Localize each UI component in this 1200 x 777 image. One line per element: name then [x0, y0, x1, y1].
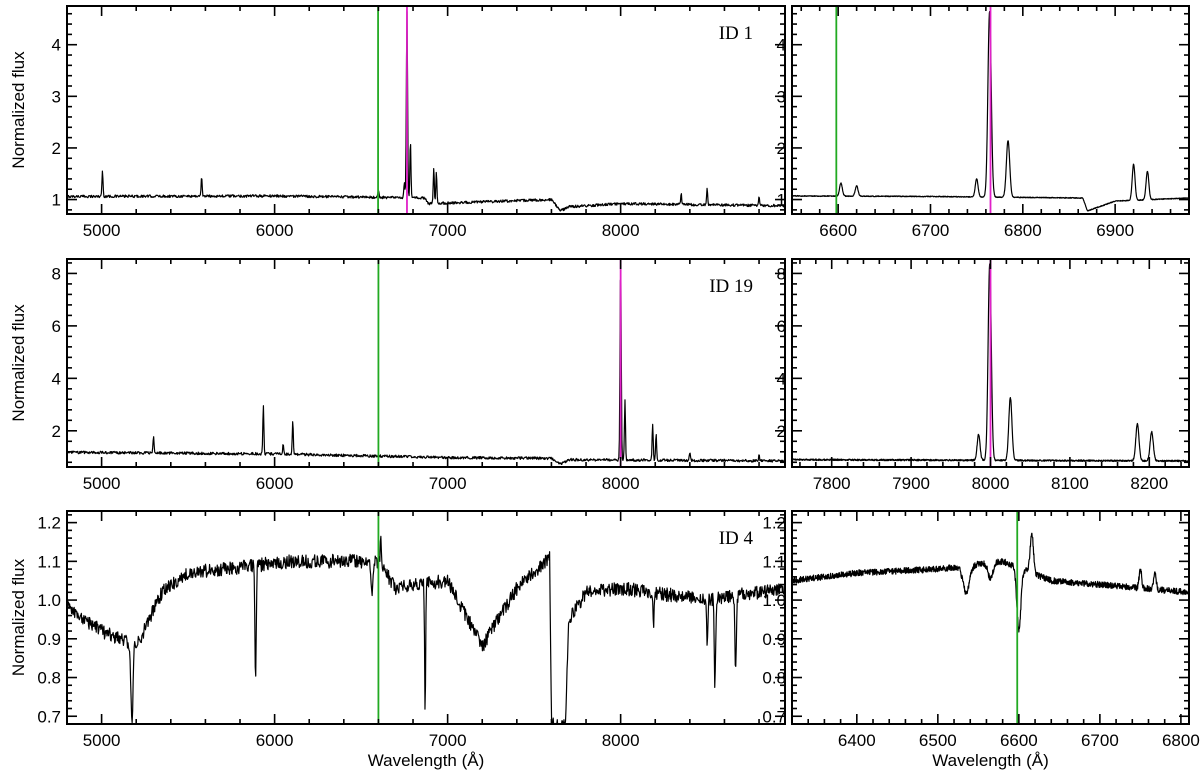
y-tick-label: 2 [777, 422, 786, 441]
y-tick-label: 4 [777, 36, 786, 55]
x-tick-label: 8000 [972, 474, 1010, 493]
x-tick-label: 6000 [256, 221, 294, 240]
y-tick-label: 0.9 [37, 630, 61, 649]
y-tick-label: 1.1 [762, 552, 786, 571]
spectrum-line [67, 535, 785, 724]
y-tick-label: 3 [777, 87, 786, 106]
x-tick-label: 6800 [1162, 731, 1200, 750]
plot-frame [66, 258, 786, 468]
plot-frame [66, 5, 786, 215]
x-tick-label: 6700 [912, 221, 950, 240]
x-tick-label: 8000 [602, 474, 640, 493]
y-tick-label: 4 [777, 369, 786, 388]
chart-panel-4: 7800 7900 8000 8100 8200 2 4 6 8 [777, 258, 1190, 493]
y-axis-title: Normalized flux [9, 558, 28, 676]
x-tick-label: 6900 [1096, 221, 1134, 240]
panel-id-label: ID 1 [719, 23, 753, 44]
x-tick-label: 7800 [813, 474, 851, 493]
y-tick-label: 0.8 [762, 669, 786, 688]
x-tick-label: 7000 [429, 474, 467, 493]
y-axis-title: Normalized flux [9, 304, 28, 422]
x-tick-label: 6000 [256, 731, 294, 750]
x-tick-label: 7000 [429, 221, 467, 240]
x-tick-label: 8100 [1051, 474, 1089, 493]
x-tick-label: 6000 [256, 474, 294, 493]
x-tick-label: 5000 [83, 221, 121, 240]
chart-panel-2: 6600 6700 6800 6900 1 2 3 4 [777, 5, 1190, 240]
y-tick-label: 4 [52, 369, 61, 388]
spectrum-line [792, 532, 1189, 633]
chart-panel-6: 6400 6500 6600 6700 6800 0.7 0.8 0.9 1.0 1.1 1.2 Wa… [762, 510, 1200, 770]
panel-id-label: ID 4 [719, 528, 754, 549]
x-axis-title: Wavelength (Å) [932, 751, 1049, 770]
spectrum-line [67, 277, 785, 466]
y-tick-label: 1.0 [37, 591, 61, 610]
y-tick-label: 2 [777, 139, 786, 158]
y-axis-title: Normalized flux [9, 51, 28, 169]
y-tick-label: 6 [52, 317, 61, 336]
spectrum-line [67, 10, 785, 212]
y-tick-label: 1.2 [37, 514, 61, 533]
y-tick-label: 2 [52, 139, 61, 158]
plot-frame [791, 5, 1190, 215]
y-tick-label: 1 [777, 191, 786, 210]
x-tick-label: 7000 [429, 731, 467, 750]
chart-panel-3: 5000 6000 7000 8000 2 4 6 8 Normalized flux ID 19 [9, 258, 786, 493]
x-axis-title: Wavelength (Å) [368, 751, 485, 770]
x-tick-label: 5000 [83, 731, 121, 750]
y-tick-label: 8 [777, 264, 786, 283]
chart-panel-5: 5000 6000 7000 8000 0.7 0.8 0.9 1.0 1.1 1.2 Normal… [9, 510, 786, 770]
y-tick-label: 0.7 [37, 707, 61, 726]
y-tick-label: 2 [52, 422, 61, 441]
chart-panel-1: 5000 6000 7000 8000 1 2 3 4 Normalized flux ID 1 [9, 5, 786, 240]
x-tick-label: 8000 [602, 731, 640, 750]
x-tick-label: 7900 [892, 474, 930, 493]
x-tick-label: 8200 [1130, 474, 1168, 493]
x-tick-label: 6500 [919, 731, 957, 750]
x-tick-label: 5000 [83, 474, 121, 493]
y-tick-label: 4 [52, 36, 61, 55]
y-tick-label: 0.7 [762, 707, 786, 726]
y-tick-label: 6 [777, 317, 786, 336]
y-tick-label: 1.0 [762, 591, 786, 610]
x-tick-label: 6800 [1004, 221, 1042, 240]
panel-id-label: ID 19 [709, 276, 753, 297]
x-tick-label: 6400 [838, 731, 876, 750]
y-tick-label: 1 [52, 191, 61, 210]
x-tick-label: 8000 [602, 221, 640, 240]
y-tick-label: 3 [52, 87, 61, 106]
y-tick-label: 8 [52, 264, 61, 283]
y-tick-label: 1.1 [37, 552, 61, 571]
x-tick-label: 6700 [1081, 731, 1119, 750]
y-tick-label: 1.2 [762, 514, 786, 533]
plot-frame [791, 510, 1190, 725]
x-tick-label: 6600 [1000, 731, 1038, 750]
x-tick-label: 6600 [819, 221, 857, 240]
y-tick-label: 0.9 [762, 630, 786, 649]
plot-frame [66, 510, 786, 725]
y-tick-label: 0.8 [37, 669, 61, 688]
